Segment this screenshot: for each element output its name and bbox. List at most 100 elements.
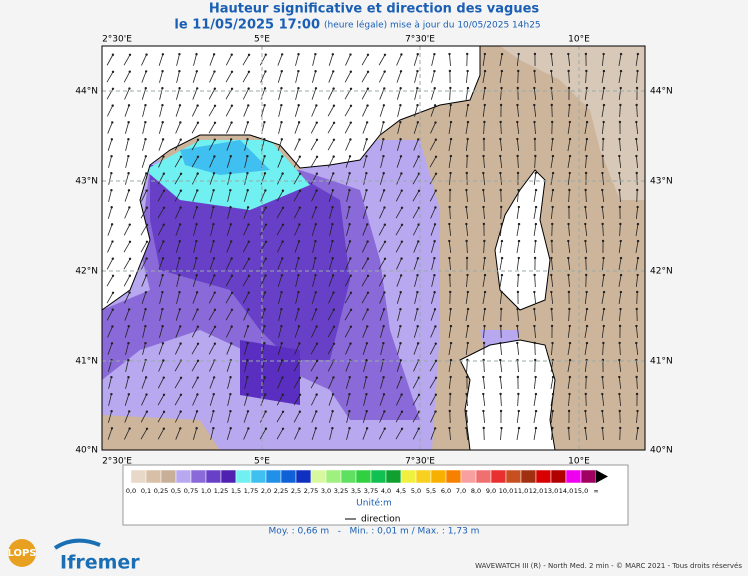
arrow-head — [196, 70, 198, 72]
arrow-head — [230, 138, 232, 140]
arrow-head — [264, 308, 266, 310]
arrow-head — [230, 223, 232, 225]
arrow-head — [179, 223, 181, 225]
arrow-head — [517, 172, 519, 174]
arrow-head — [280, 325, 282, 327]
arrow-head — [212, 240, 214, 242]
arrow-head — [550, 70, 552, 72]
arrow-head — [162, 342, 164, 344]
arrow-head — [567, 223, 569, 225]
arrow-head — [212, 410, 214, 412]
arrow-head — [127, 138, 129, 140]
arrow-head — [282, 411, 284, 413]
arrow-head — [449, 376, 451, 378]
arrow-head — [281, 240, 283, 242]
arrow-head — [144, 104, 146, 106]
arrow-head — [367, 88, 369, 90]
arrow-head — [518, 410, 520, 412]
arrow-head — [517, 274, 519, 276]
arrow-head — [619, 410, 621, 412]
arrow-head — [465, 189, 467, 191]
legend-label: 6,0 — [441, 487, 451, 495]
arrow-head — [400, 376, 402, 378]
arrow-head — [384, 224, 386, 226]
arrow-head — [635, 376, 637, 378]
arrow-head — [349, 342, 351, 344]
lat-label: 40°N — [75, 446, 98, 456]
arrow-head — [162, 155, 164, 157]
arrow-head — [229, 206, 231, 208]
arrow-head — [212, 427, 214, 429]
arrow-head — [535, 189, 537, 191]
arrow-head — [247, 206, 249, 208]
arrow-head — [603, 87, 605, 89]
arrow-head — [401, 241, 403, 243]
arrow-head — [602, 257, 604, 259]
arrow-head — [551, 325, 553, 327]
arrow-head — [585, 274, 587, 276]
arrow-head — [263, 155, 265, 157]
arrow-head — [434, 206, 436, 208]
arrow-head — [281, 155, 283, 157]
arrow-head — [586, 308, 588, 310]
arrow-head — [127, 342, 129, 344]
legend-label: 15,0 — [574, 487, 588, 495]
arrow-head — [263, 104, 265, 106]
arrow-head — [366, 104, 368, 106]
legend-label: 1,25 — [214, 487, 228, 495]
arrow-head — [214, 343, 216, 345]
color-cell — [416, 470, 431, 483]
arrow-head — [384, 258, 386, 260]
arrow-head — [350, 105, 352, 107]
arrow-head — [229, 410, 231, 412]
color-cell — [161, 470, 176, 483]
arrow-head — [568, 393, 570, 395]
arrow-head — [516, 138, 518, 140]
arrow-head — [516, 325, 518, 327]
arrow-head — [265, 224, 267, 226]
arrow-head — [332, 87, 334, 89]
arrow-head — [331, 240, 333, 242]
arrow-head — [417, 53, 419, 55]
arrow-head — [128, 206, 130, 208]
arrow-head — [467, 308, 469, 310]
title: Hauteur significative et direction des v… — [209, 2, 540, 17]
arrow-head — [365, 189, 367, 191]
legend-label: 1,5 — [231, 487, 241, 495]
arrow-head — [111, 138, 113, 140]
arrow-head — [620, 53, 622, 55]
arrow-head — [144, 325, 146, 327]
arrow-head — [314, 53, 316, 55]
arrow-head — [383, 206, 385, 208]
arrow-head — [111, 427, 113, 429]
arrow-head — [449, 308, 451, 310]
color-cell — [491, 470, 506, 483]
arrow-head — [246, 189, 248, 191]
arrow-head — [518, 206, 520, 208]
arrow-head — [586, 325, 588, 327]
arrow-head — [517, 291, 519, 293]
arrow-head — [316, 121, 318, 123]
arrow-head — [585, 291, 587, 293]
lat-label: 44°N — [75, 87, 98, 97]
arrow-head — [450, 342, 452, 344]
arrow-head — [450, 359, 452, 361]
arrow-head — [146, 224, 148, 226]
arrow-head — [161, 308, 163, 310]
arrow-head — [501, 274, 503, 276]
arrow-head — [248, 275, 250, 277]
arrow-head — [297, 308, 299, 310]
arrow-head — [518, 427, 520, 429]
arrow-head — [567, 257, 569, 259]
arrow-head — [246, 393, 248, 395]
legend-label: ∞ — [593, 487, 598, 495]
arrow-head — [635, 121, 637, 123]
arrow-head — [110, 410, 112, 412]
arrow-head — [248, 71, 250, 73]
arrow-head — [384, 274, 386, 276]
arrow-head — [333, 139, 335, 141]
arrow-head — [112, 71, 114, 73]
arrow-head — [299, 173, 301, 175]
arrow-head — [367, 292, 369, 294]
arrow-head — [636, 206, 638, 208]
